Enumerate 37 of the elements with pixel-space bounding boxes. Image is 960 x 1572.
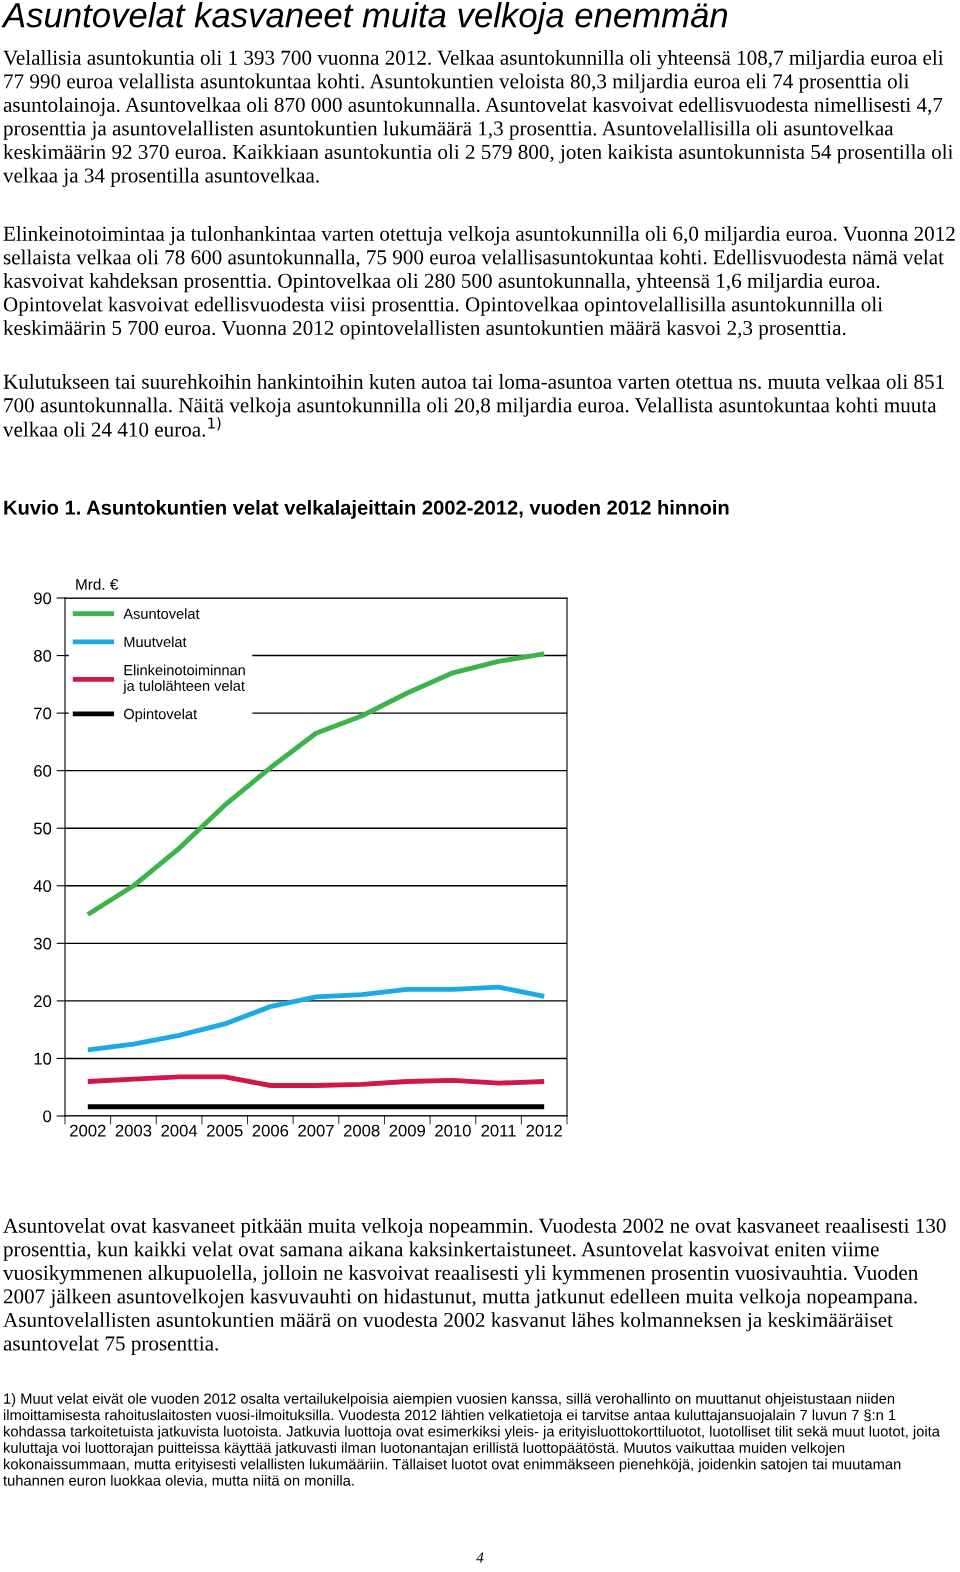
legend-label: Elinkeinotoiminnan ja tulolähteen velat	[122, 664, 245, 694]
x-tick-label: 2002	[70, 1124, 106, 1137]
y-tick-label: 10	[34, 1052, 52, 1065]
x-tick-label: 2011	[481, 1124, 516, 1137]
x-tick-label: 2010	[435, 1124, 471, 1137]
text: Kulutukseen tai suurehkoihin hankintoihin kuten autoa tai loma-asuntoa varten otettua ns. muuta velkaa oli 851 700 asuntokunnalla. Näitä velkoja asuntokunnilla oli 20,8 miljardia euroa. Velallista asuntokuntaa kohti muuta velkaa oli 24 410 euroa.$^{1)}$	[3, 374, 944, 437]
x-tick-label: 2008	[343, 1124, 380, 1137]
chart-title: Kuvio 1. Asuntokuntien velat velkalajeittain 2002-2012, vuoden 2012 hinnoin	[4, 500, 729, 519]
x-tick-label: 2006	[252, 1124, 289, 1137]
y-axis-title: Mrd. €	[76, 578, 119, 590]
line-series	[85, 651, 547, 917]
legend-label: Opintovelat	[124, 708, 197, 723]
y-tick-label: 70	[34, 707, 52, 720]
y-tick-label: 0	[43, 1110, 52, 1123]
line-series	[85, 984, 547, 1053]
y-tick-label: 80	[33, 649, 52, 662]
text: Elinkeinotoimintaa ja tulonhankintaa varten otettuja velkoja asuntokunnilla oli 6,0 miljardia euroa. Vuonna 2012 sellaista velkaa oli 78 600 asuntokunnalla, 75 900 euroa velallisasuntokuntaa kohti. Edellisvuodesta nämä velat kasvoivat kahdeksan prosenttia. Opintovelkaa oli 280 500 asuntokunnalla, yhteensä 1,6 miljardia euroa. Opintovelat kasvoivat edellisvuodesta viisi prosenttia. Opintovelkaa opintovelallisilla asuntokunnilla oli keskimäärin 5 700 euroa. Vuonna 2012 opintovelallisten asuntokuntien määrä kasvoi 2,3 prosenttia.	[3, 226, 955, 340]
x-tick-label: 2004	[161, 1124, 198, 1137]
y-tick-label: 30	[33, 937, 52, 950]
text: Asuntovelat kasvaneet muita velkoja enemmän	[1, 2, 728, 35]
y-tick-label: 60	[34, 765, 52, 777]
y-tick-label: 90	[34, 592, 52, 605]
legend-label: Asuntovelat	[123, 608, 200, 619]
legend-label: Muutvelat	[124, 636, 187, 648]
x-tick-label: 2012	[526, 1124, 562, 1137]
y-tick-label: 20	[34, 995, 52, 1008]
x-tick-label: 2009	[389, 1124, 426, 1137]
line-series	[85, 1074, 547, 1088]
x-tick-label: 2003	[115, 1124, 152, 1137]
text: 1) Muut velat eivät ole vuoden 2012 osalta vertailukelpoisia aiempien vuosien kanssa, sillä verohallinto on muuttanut ohjeistustaan niiden ilmoittamisesta rahoituslaitosten vuosi-ilmoituksilla. Vuodesta 2012 lähtien velkatietoja ei tarvitse antaa kuluttajansuojalain 7 luvun 7 §:n 1 kohdassa tarkoitetuista jatkuvista luotoista. Jatkuvia luottoja ovat esimerkiksi yleis- ja erityisluottokorttiluotot, luotolliset tilit sekä muut luotot, joita kuluttaja voi luottorajan puitteissa käyttää jatkuvasti ilman luotonantajan erillistä luottopäätöstä. Muutos vaikuttaa muiden velkojen kokonaissummaan, mutta erityisesti velallisten lukumääriin. Tällaiset luotot ovat enimmäkseen pienehköjä, joidenkin satojen tai muutaman tuhannen euron luokkaa olevia, mutta niitä on monilla.	[3, 1393, 940, 1488]
y-tick-label: 50	[33, 822, 52, 835]
text: Asuntovelat ovat kasvaneet pitkään muita velkoja nopeammin. Vuodesta 2002 ne ovat kasvaneet reaalisesti 130 prosenttia, kun kaikki velat ovat samana aikana kaksinkertaistuneet. Asuntovelat kasvoivat eniten viime vuosikymmenen alkupuolella, jolloin ne kasvoivat reaalisesti yli kymmenen prosentin vuosivauhtia. Vuoden 2007 jälkeen asuntovelkojen kasvuvauhti on hidastunut, mutta jatkunut edelleen muita velkoja nopeampana. Asuntovelallisten asuntokuntien määrä on vuodesta 2002 kasvanut lähes kolmanneksen ja keskimääräiset asuntovelat 75 prosenttia.	[3, 1218, 946, 1355]
y-tick-label: 40	[33, 880, 52, 892]
x-tick-label: 2005	[207, 1124, 243, 1137]
text: 4	[476, 1552, 484, 1563]
x-tick-label: 2007	[298, 1124, 334, 1137]
text: Velallisia asuntokuntia oli 1 393 700 vuonna 2012. Velkaa asuntokunnilla oli yhteensä 108,7 miljardia euroa eli 77 990 euroa velallista asuntokuntaa kohti. Asuntokuntien veloista 80,3 miljardia euroa eli 74 prosenttia oli asuntolainoja. Asuntovelkaa oli 870 000 asuntokunnalla. Asuntovelat kasvoivat edellisvuodesta nimellisesti 4,7 prosenttia ja asuntovelallisten asuntokuntien lukumäärä 1,3 prosenttia. Asuntovelallisilla oli asuntovelkaa keskimäärin 92 370 euroa. Kaikkiaan asuntokuntia oli 2 579 800, joten kaikista asuntokunnista 54 prosentilla oli velkaa ja 34 prosentilla asuntovelkaa.	[3, 50, 954, 187]
